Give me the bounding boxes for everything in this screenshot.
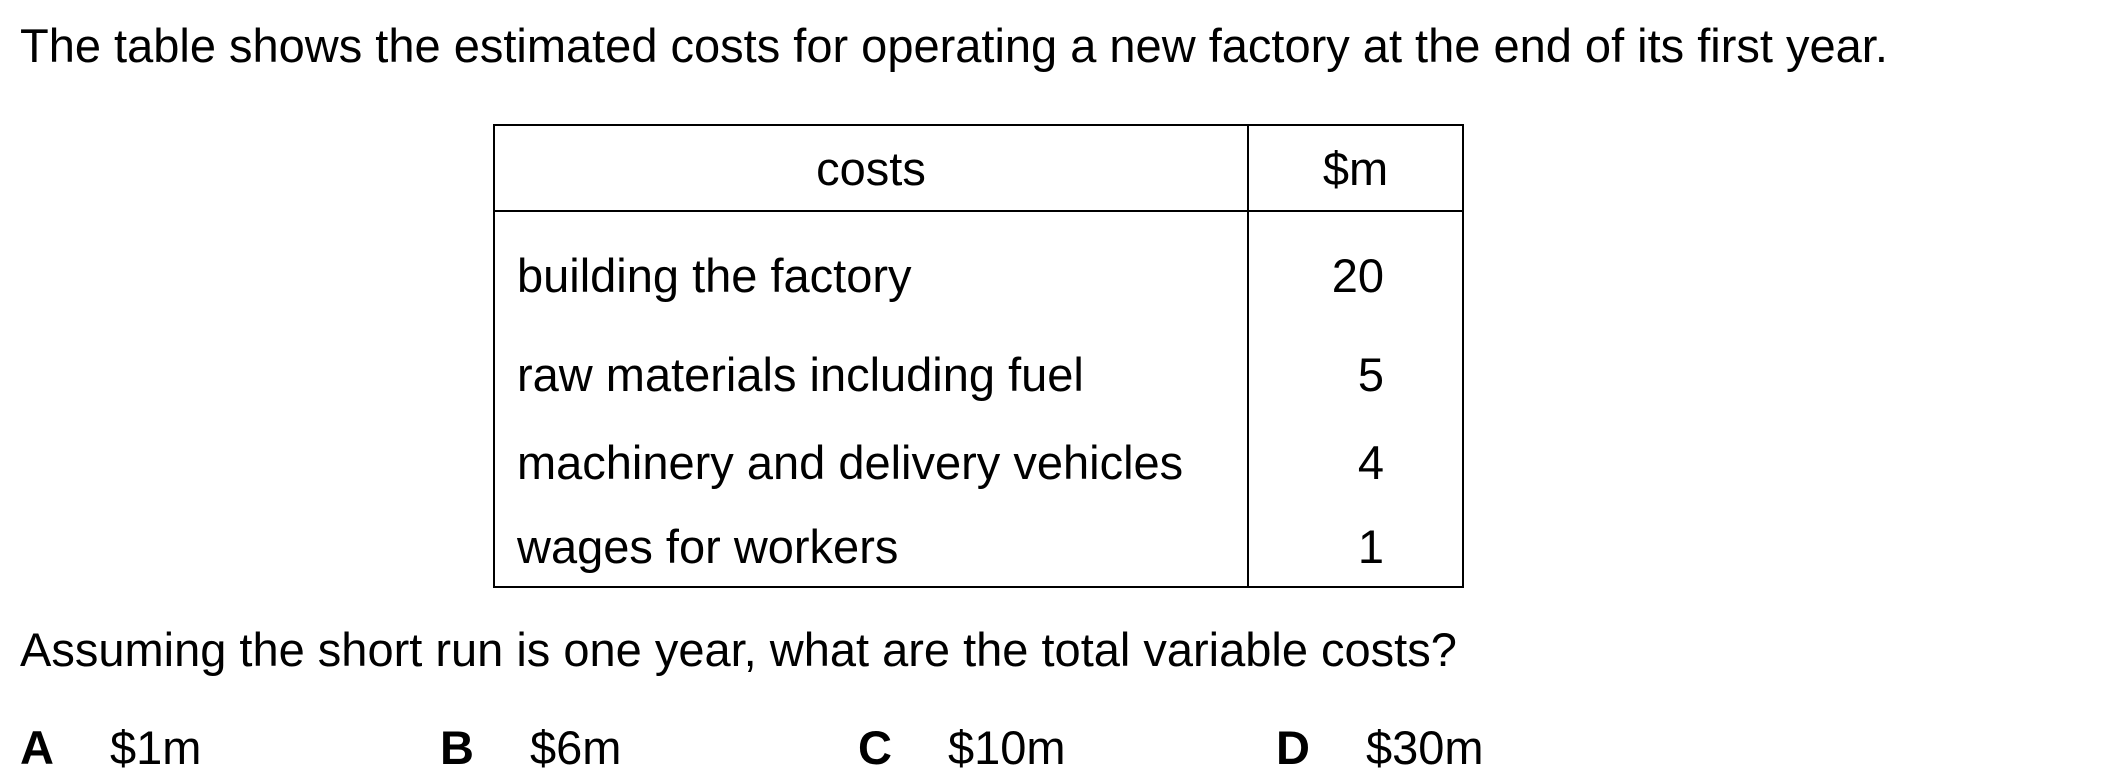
question-text: Assuming the short run is one year, what… [20, 623, 1457, 676]
option-c[interactable]: C $10m [858, 720, 1066, 776]
option-text: $30m [1366, 721, 1484, 774]
table-row: building the factory 20 [493, 211, 1464, 330]
row-item: building the factory [493, 211, 1249, 330]
table-header-row: costs $m [493, 124, 1464, 212]
row-value: 5 [1247, 330, 1464, 418]
table-row: wages for workers 1 [493, 506, 1464, 588]
option-letter: B [440, 721, 474, 774]
option-b[interactable]: B $6m [440, 720, 621, 776]
option-letter: D [1276, 721, 1310, 774]
row-item: wages for workers [493, 506, 1249, 588]
row-item: raw materials including fuel [493, 330, 1249, 418]
option-a[interactable]: A $1m [20, 720, 201, 776]
option-text: $10m [948, 721, 1066, 774]
row-value: 20 [1247, 211, 1464, 330]
option-letter: C [858, 721, 892, 774]
table-row: raw materials including fuel 5 [493, 330, 1464, 418]
row-value: 4 [1247, 418, 1464, 506]
option-d[interactable]: D $30m [1276, 720, 1484, 776]
option-text: $6m [530, 721, 622, 774]
table-row: machinery and delivery vehicles 4 [493, 418, 1464, 506]
row-item: machinery and delivery vehicles [493, 418, 1249, 506]
header-costs: costs [493, 124, 1249, 212]
intro-text: The table shows the estimated costs for … [20, 19, 1888, 72]
row-value: 1 [1247, 506, 1464, 588]
header-value: $m [1247, 124, 1464, 212]
cost-table: costs $m building the factory 20 raw mat… [493, 124, 1464, 588]
option-letter: A [20, 721, 54, 774]
option-text: $1m [110, 721, 202, 774]
